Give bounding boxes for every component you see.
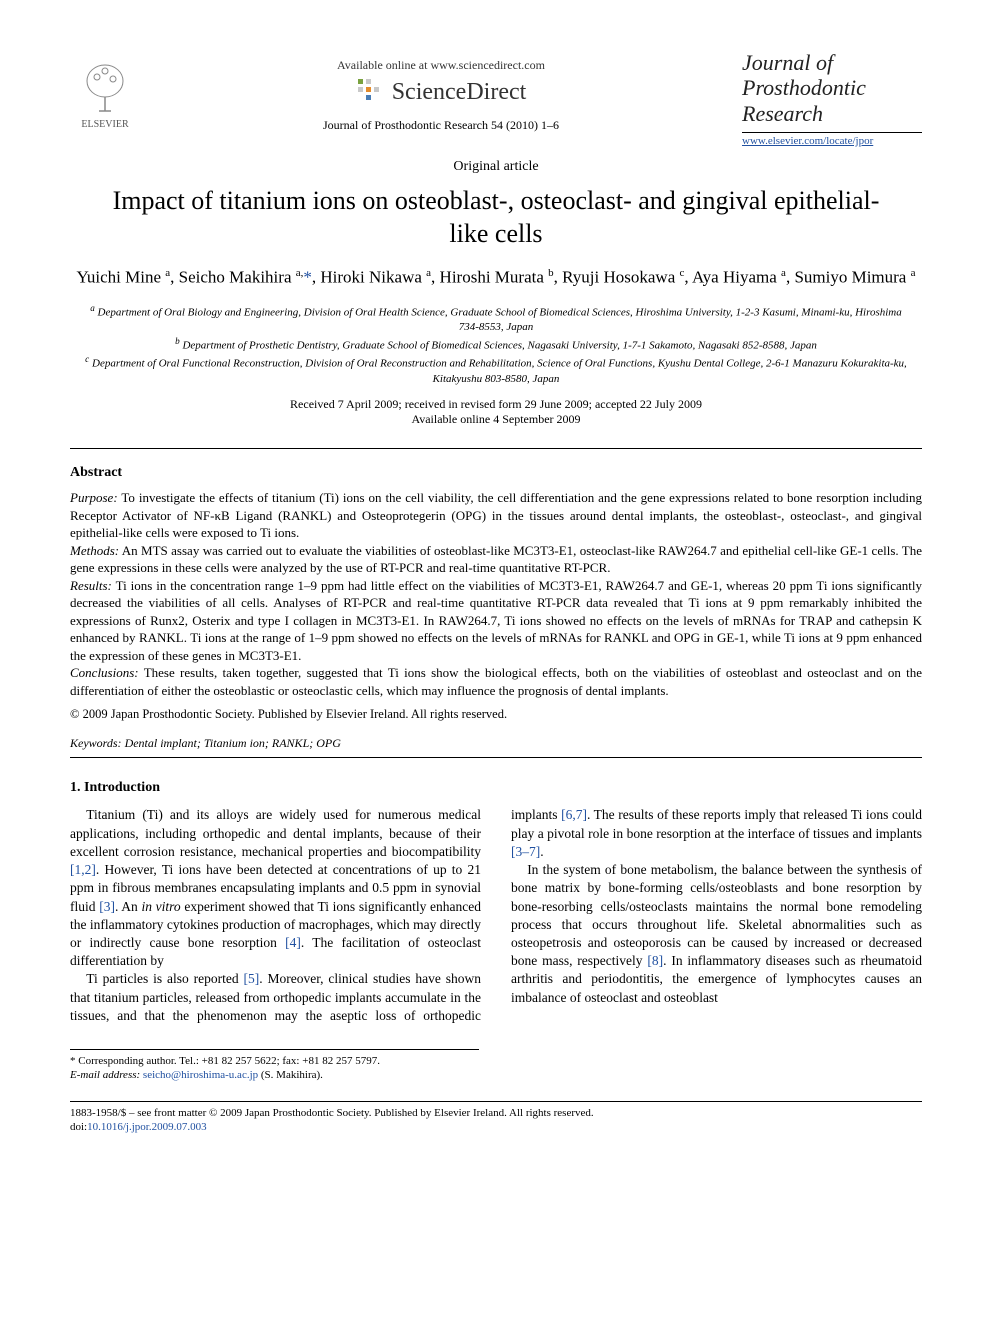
purpose-label: Purpose: [70,490,118,505]
abstract-body: Purpose: To investigate the effects of t… [70,489,922,722]
keywords-text: Dental implant; Titanium ion; RANKL; OPG [125,736,341,750]
journal-title-line3: Research [742,101,823,126]
abstract-heading: Abstract [70,465,922,481]
journal-title-line1: Journal of [742,50,833,75]
journal-title-box: Journal of Prosthodontic Research www.el… [742,50,922,147]
keywords: Keywords: Dental implant; Titanium ion; … [70,736,922,751]
corresponding-author-footnote: * Corresponding author. Tel.: +81 82 257… [70,1049,479,1083]
corr-email-line: E-mail address: seicho@hiroshima-u.ac.jp… [70,1068,479,1082]
methods-text: An MTS assay was carried out to evaluate… [70,543,922,576]
results-label: Results: [70,578,112,593]
page-footer: 1883-1958/$ – see front matter © 2009 Ja… [70,1101,922,1136]
elsevier-logo: ELSEVIER [70,50,140,130]
journal-ref: Journal of Prosthodontic Research 54 (20… [140,118,742,133]
sciencedirect-icon [356,77,386,107]
affiliation-a: Department of Oral Biology and Engineeri… [98,306,902,333]
available-online-text: Available online at www.sciencedirect.co… [140,58,742,73]
article-dates: Received 7 April 2009; received in revis… [70,397,922,428]
dates-line2: Available online 4 September 2009 [411,412,580,426]
email-label: E-mail address: [70,1069,140,1081]
journal-link[interactable]: www.elsevier.com/locate/jpor [742,132,922,147]
doi-line: doi:10.1016/j.jpor.2009.07.003 [70,1120,922,1135]
body-columns: Titanium (Ti) and its alloys are widely … [70,806,922,1025]
authors: Yuichi Mine a, Seicho Makihira a,*, Hiro… [70,266,922,290]
affiliation-c: Department of Oral Functional Reconstruc… [92,358,907,385]
page: ELSEVIER Available online at www.science… [0,0,992,1165]
methods-label: Methods: [70,543,119,558]
purpose-text: To investigate the effects of titanium (… [70,490,922,540]
center-header: Available online at www.sciencedirect.co… [140,50,742,151]
elsevier-tree-icon [75,59,135,119]
email-link[interactable]: seicho@hiroshima-u.ac.jp [143,1069,258,1081]
separator [70,448,922,449]
conclusions-text: These results, taken together, suggested… [70,665,922,698]
sciencedirect-text: ScienceDirect [392,79,527,106]
copyright: © 2009 Japan Prosthodontic Society. Publ… [70,706,922,723]
doi-label: doi: [70,1121,87,1133]
para-3: In the system of bone metabolism, the ba… [511,861,922,1007]
header-block: ELSEVIER Available online at www.science… [70,50,922,151]
separator [70,757,922,758]
article-title: Impact of titanium ions on osteoblast-, … [100,185,892,250]
conclusions-label: Conclusions: [70,665,139,680]
issn-line: 1883-1958/$ – see front matter © 2009 Ja… [70,1106,922,1121]
para-1: Titanium (Ti) and its alloys are widely … [70,806,481,970]
sciencedirect-logo: ScienceDirect [356,77,527,107]
affiliations: a Department of Oral Biology and Enginee… [80,302,912,387]
dates-line1: Received 7 April 2009; received in revis… [290,397,702,411]
email-name: (S. Makihira). [261,1069,323,1081]
journal-title: Journal of Prosthodontic Research [742,50,922,126]
results-text: Ti ions in the concentration range 1–9 p… [70,578,922,663]
elsevier-label: ELSEVIER [81,119,128,130]
doi-link[interactable]: 10.1016/j.jpor.2009.07.003 [87,1121,206,1133]
affiliation-b: Department of Prosthetic Dentistry, Grad… [182,340,816,352]
article-type: Original article [70,159,922,175]
keywords-label: Keywords: [70,736,122,750]
corr-author-text: * Corresponding author. Tel.: +81 82 257… [70,1054,479,1068]
journal-title-line2: Prosthodontic [742,75,866,100]
section-1-heading: 1. Introduction [70,780,922,796]
